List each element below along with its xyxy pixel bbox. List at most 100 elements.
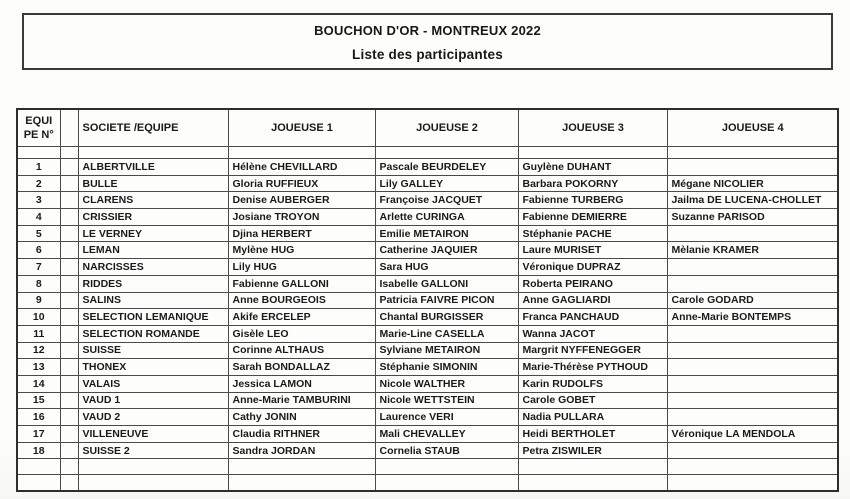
header-spacer-row	[16, 146, 839, 159]
joueuse4-cell: Suzanne PARISOD	[666, 208, 839, 226]
joueuse2-cell: Sara HUG	[374, 258, 519, 276]
table-row: 8 RIDDES Fabienne GALLONI Isabelle GALLO…	[16, 274, 839, 293]
spacer-cell	[59, 208, 79, 226]
table-row: 16 VAUD 2 Cathy JONIN Laurence VERI Nadi…	[16, 408, 839, 426]
spacer-cell	[59, 425, 79, 443]
team-number-cell: 14	[16, 374, 61, 393]
team-name-cell: SELECTION LEMANIQUE	[77, 308, 229, 326]
team-name-cell: VALAIS	[77, 374, 229, 393]
team-name-cell: RIDDES	[77, 274, 229, 293]
joueuse1-cell: Jessica LAMON	[227, 374, 376, 393]
table-row: 2 BULLE Gloria RUFFIEUX Lily GALLEY Barb…	[16, 174, 839, 193]
team-number-cell: 9	[16, 291, 61, 310]
joueuse2-cell: Emilie METAIRON	[374, 224, 519, 243]
joueuse2-cell: Nicole WALTHER	[374, 374, 519, 393]
team-name-cell: SELECTION ROMANDE	[77, 324, 229, 343]
document-title: BOUCHON D'OR - MONTREUX 2022	[314, 23, 541, 38]
table-row: 12 SUISSE Corinne ALTHAUS Sylviane METAI…	[16, 341, 839, 360]
joueuse1-cell: Djina HERBERT	[227, 224, 376, 243]
joueuse2-cell: Isabelle GALLONI	[374, 274, 519, 293]
joueuse1-cell: Claudia RITHNER	[227, 425, 376, 443]
col-header-joueuse4: JOUEUSE 4	[666, 108, 839, 147]
team-number-cell: 8	[16, 274, 61, 293]
joueuse1-cell: Hélène CHEVILLARD	[227, 158, 376, 176]
spacer-cell	[59, 324, 79, 343]
document-header: BOUCHON D'OR - MONTREUX 2022 Liste des p…	[22, 13, 833, 70]
table-row: 7 NARCISSES Lily HUG Sara HUG Véronique …	[16, 258, 839, 276]
joueuse3-cell: Wanna JACOT	[517, 324, 668, 343]
joueuse4-cell	[666, 341, 839, 360]
joueuse2-cell: Françoise JACQUET	[374, 191, 519, 210]
spacer-cell	[59, 191, 79, 210]
team-number-cell: 10	[16, 308, 61, 326]
joueuse4-cell: Jailma DE LUCENA-CHOLLET	[666, 191, 839, 210]
team-number-cell: 11	[16, 324, 61, 343]
joueuse3-cell: Anne GAGLIARDI	[517, 291, 668, 310]
joueuse2-cell: Patricia FAIVRE PICON	[374, 291, 519, 310]
table-row: 11 SELECTION ROMANDE Gisèle LEO Marie-Li…	[16, 324, 839, 343]
table-row: 14 VALAIS Jessica LAMON Nicole WALTHER K…	[16, 374, 839, 393]
team-name-cell: LE VERNEY	[77, 224, 229, 243]
joueuse3-cell: Fabienne TURBERG	[517, 191, 668, 210]
col-header-joueuse1: JOUEUSE 1	[227, 108, 376, 147]
team-name-cell: SUISSE 2	[77, 441, 229, 460]
joueuse1-cell: Josiane TROYON	[227, 208, 376, 226]
joueuse2-cell: Lily GALLEY	[374, 174, 519, 193]
joueuse1-cell: Akife ERCELEP	[227, 308, 376, 326]
joueuse4-cell	[666, 224, 839, 243]
joueuse1-cell: Gisèle LEO	[227, 324, 376, 343]
col-header-societe: SOCIETE /EQUIPE	[77, 108, 229, 147]
participants-body: 1 ALBERTVILLE Hélène CHEVILLARD Pascale …	[16, 158, 839, 460]
team-number-cell: 15	[16, 391, 61, 410]
team-name-cell: SALINS	[77, 291, 229, 310]
team-name-cell: VILLENEUVE	[77, 425, 229, 443]
joueuse4-cell: Véronique LA MENDOLA	[666, 425, 839, 443]
team-name-cell: CLARENS	[77, 191, 229, 210]
joueuse4-cell	[666, 441, 839, 460]
joueuse4-cell	[666, 258, 839, 276]
spacer-cell	[59, 341, 79, 360]
joueuse2-cell: Cornelia STAUB	[374, 441, 519, 460]
spacer-cell	[59, 224, 79, 243]
team-number-cell: 4	[16, 208, 61, 226]
joueuse3-cell: Karin RUDOLFS	[517, 374, 668, 393]
joueuse3-cell: Guylène DUHANT	[517, 158, 668, 176]
spacer-cell	[59, 358, 79, 376]
joueuse1-cell: Mylène HUG	[227, 241, 376, 260]
empty-row	[16, 458, 839, 476]
team-name-cell: VAUD 1	[77, 391, 229, 410]
team-number-cell: 6	[16, 241, 61, 260]
table-header-row: EQUI PE N° SOCIETE /EQUIPE JOUEUSE 1 JOU…	[16, 108, 839, 147]
spacer-cell	[59, 391, 79, 410]
team-number-cell: 3	[16, 191, 61, 210]
joueuse3-cell: Barbara POKORNY	[517, 174, 668, 193]
joueuse3-cell: Petra ZISWILER	[517, 441, 668, 460]
col-header-joueuse2: JOUEUSE 2	[374, 108, 519, 147]
joueuse3-cell: Roberta PEIRANO	[517, 274, 668, 293]
empty-row	[16, 474, 839, 492]
joueuse4-cell	[666, 358, 839, 376]
team-name-cell: ALBERTVILLE	[77, 158, 229, 176]
joueuse4-cell: Mèlanie KRAMER	[666, 241, 839, 260]
team-number-cell: 1	[16, 158, 61, 176]
joueuse3-cell: Carole GOBET	[517, 391, 668, 410]
joueuse1-cell: Denise AUBERGER	[227, 191, 376, 210]
joueuse1-cell: Lily HUG	[227, 258, 376, 276]
table-row: 4 CRISSIER Josiane TROYON Arlette CURING…	[16, 208, 839, 226]
joueuse1-cell: Sandra JORDAN	[227, 441, 376, 460]
spacer-cell	[59, 174, 79, 193]
col-header-equipe-no: EQUI PE N°	[16, 108, 61, 147]
joueuse3-cell: Marie-Thérèse PYTHOUD	[517, 358, 668, 376]
joueuse2-cell: Pascale BEURDELEY	[374, 158, 519, 176]
spacer-cell	[59, 308, 79, 326]
spacer-cell	[59, 274, 79, 293]
spacer-cell	[59, 441, 79, 460]
joueuse4-cell	[666, 408, 839, 426]
team-name-cell: CRISSIER	[77, 208, 229, 226]
spacer-cell	[59, 291, 79, 310]
team-name-cell: NARCISSES	[77, 258, 229, 276]
joueuse3-cell: Stéphanie PACHE	[517, 224, 668, 243]
joueuse3-cell: Franca PANCHAUD	[517, 308, 668, 326]
team-number-cell: 7	[16, 258, 61, 276]
